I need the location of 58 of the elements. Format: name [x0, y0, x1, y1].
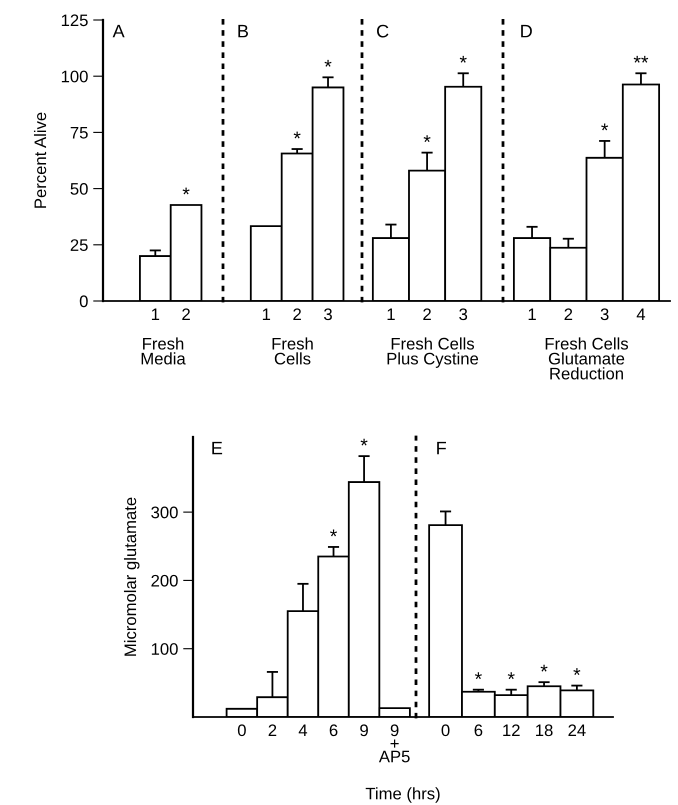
x-tick-label: 2: [268, 724, 276, 736]
x-tick-label: 2: [423, 308, 431, 320]
x-axis-title: Fresh Cells Plus Cystine: [388, 337, 478, 368]
y-tick-label: 0: [80, 295, 88, 308]
y-tick-label: 50: [70, 183, 88, 195]
x-tick-label: 4: [298, 724, 308, 736]
x-tick-label: 1: [152, 308, 160, 320]
data-label: *: [601, 124, 608, 130]
y-tick-label: 25: [70, 239, 88, 252]
data-label: *: [330, 530, 337, 536]
data-label: *: [182, 188, 190, 194]
y-axis-title: Micromolar glutamate: [124, 498, 140, 656]
chart-title: D: [521, 24, 532, 38]
x-tick-label: 9 + AP5: [378, 724, 410, 762]
x-axis-title: Fresh Cells Glutamate Reduction: [546, 337, 628, 380]
x-axis-title: Fresh Media: [142, 337, 186, 365]
chart-title: F: [437, 442, 446, 454]
data-label: *: [294, 132, 301, 138]
x-tick-label: 2: [182, 308, 190, 320]
x-tick-label: 9: [360, 724, 368, 736]
y-tick-label: 75: [70, 126, 88, 139]
x-axis-title: Fresh Cells: [272, 337, 313, 365]
data-label: *: [474, 672, 482, 680]
x-tick-label: 2: [293, 308, 301, 320]
chart-title: A: [112, 24, 125, 38]
chart-title: C: [377, 24, 388, 38]
x-tick-label: 3: [459, 308, 468, 320]
y-tick-label: 125: [62, 14, 88, 26]
x-tick-label: 2: [564, 308, 572, 320]
y-tick-label: 100: [152, 643, 178, 655]
x-tick-label: 4: [636, 308, 646, 320]
x-tick-label: 3: [600, 308, 609, 320]
chart-title: E: [212, 442, 222, 454]
data-label: *: [540, 664, 548, 672]
x-tick-label: 12: [503, 724, 520, 736]
y-axis-title: Percent Alive: [34, 112, 46, 208]
data-label: *: [573, 668, 580, 675]
x-tick-label: 1: [528, 308, 536, 320]
x-tick-label: 24: [568, 724, 586, 736]
x-axis-title: Time (hrs): [366, 787, 440, 803]
data-label: *: [324, 60, 332, 67]
data-label: **: [634, 56, 648, 63]
data-label: *: [460, 56, 467, 63]
x-tick-label: 6: [330, 724, 338, 736]
x-tick-label: 1: [388, 308, 395, 320]
y-tick-label: 300: [151, 506, 178, 518]
x-tick-label: 1: [262, 308, 270, 320]
y-tick-label: 100: [62, 70, 88, 82]
x-tick-label: 0: [238, 724, 246, 736]
data-label: *: [424, 135, 431, 142]
y-tick-label: 200: [151, 574, 178, 587]
chart-title: B: [238, 24, 248, 38]
x-tick-label: 0: [442, 724, 450, 736]
data-label: *: [360, 438, 368, 446]
x-tick-label: 6: [474, 724, 482, 736]
x-tick-label: 18: [536, 724, 553, 736]
data-label: *: [508, 672, 515, 680]
x-tick-label: 3: [324, 308, 332, 320]
